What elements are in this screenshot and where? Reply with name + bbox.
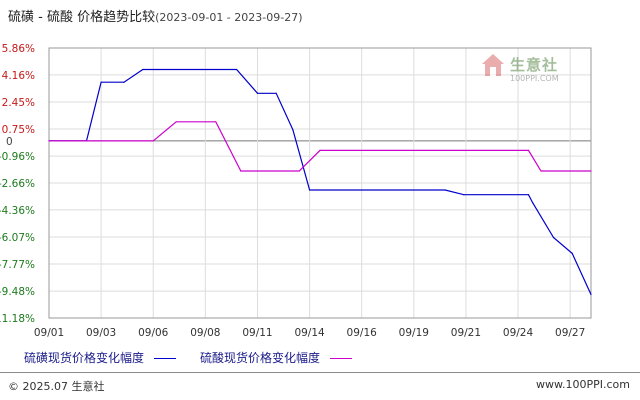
y-tick-label: 0.75% [2,124,35,136]
x-tick-label: 09/24 [503,327,534,339]
series-point-0 [100,81,102,83]
series-point-1 [215,121,217,123]
watermark-name: 生意社 [510,56,559,74]
x-tick-label: 09/19 [399,327,429,339]
series-point-0 [256,92,259,94]
legend-swatch-sulfur [154,358,177,359]
chart-legend: 硫磺现货价格变化幅度 硫酸现货价格变化幅度 [8,349,608,367]
y-tick-label: -0.96% [0,151,35,163]
y-tick-label: 4.16% [2,70,35,82]
legend-item-sulfur: 硫磺现货价格变化幅度 [24,349,177,366]
x-tick-label: 09/27 [555,327,585,339]
series-point-0 [552,236,555,239]
x-tick-label: 09/11 [242,327,272,339]
house-logo-icon [482,54,504,76]
y-tick-label: -9.48% [0,286,35,298]
y-tick-label: -2.66% [0,178,35,190]
x-tick-label: 09/14 [294,327,325,339]
legend-item-sulfuric-acid: 硫酸现货价格变化幅度 [200,349,353,366]
series-point-1 [319,149,321,151]
series-point-0 [142,68,144,71]
chart-title: 硫磺 - 硫酸 价格趋势比较(2023-09-01 - 2023-09-27) [8,6,303,25]
x-tick-label: 09/01 [34,327,64,339]
series-point-1 [240,170,242,172]
series-point-1 [590,170,592,172]
watermark-site: 100PPI.COM [510,74,559,83]
series-point-1 [152,140,154,142]
x-tick-label: 09/06 [138,327,169,339]
chart-plot: 5.86% 4.16% 2.45% 0.75%0 -0.96% -2.66% -4.36% -… [0,43,592,339]
y-tick-label: 5.86% [2,43,35,55]
series-point-0 [590,293,592,296]
footer-link[interactable]: www.100PPI.com [536,378,630,391]
x-tick-label: 09/08 [190,327,220,339]
series-point-0 [236,68,238,71]
series-point-0 [527,194,530,196]
series-point-0 [571,252,573,254]
axis-layer [48,47,592,319]
x-tick-label: 09/03 [86,327,116,339]
y-tick-label: -6.07% [0,232,35,244]
series-point-1 [48,140,50,142]
watermark: 生意社 100PPI.COM [480,52,580,92]
series-point-1 [540,170,542,172]
grid-layer [48,47,591,319]
series-point-0 [275,92,277,94]
y-tick-label: -11.18% [0,313,35,325]
series-point-0 [292,129,294,131]
footer-copyright: © 2025.07 生意社 [8,380,105,393]
series-line-0 [49,68,592,295]
series-layer [48,68,592,296]
y-tick-label: -7.77% [0,259,35,271]
series-line-1 [49,121,591,172]
legend-swatch-sulfuric-acid [330,358,353,359]
series-point-1 [175,121,177,123]
series-point-0 [308,189,311,191]
series-point-0 [532,202,534,204]
series-point-0 [463,194,465,196]
x-tick-label: 09/16 [347,327,378,339]
legend-label-sulfuric-acid: 硫酸现货价格变化幅度 [200,351,321,365]
label-layer: 5.86% 4.16% 2.45% 0.75%0 -0.96% -2.66% -4.36% -… [0,43,585,339]
x-tick-label: 09/21 [451,327,481,339]
series-point-0 [444,189,446,191]
legend-label-sulfur: 硫磺现货价格变化幅度 [24,351,145,365]
series-point-1 [527,149,530,151]
y-tick-label: 2.45% [2,97,35,109]
series-point-0 [123,81,125,83]
footer-divider [0,372,640,373]
y-tick-label: 0 [6,136,13,148]
plot-frame [48,47,592,319]
chart-title-text: 硫磺 - 硫酸 价格趋势比较 [8,10,156,25]
series-point-1 [298,170,300,172]
chart-date-range: (2023-09-01 - 2023-09-27) [155,11,303,24]
y-tick-label: -4.36% [0,205,35,217]
